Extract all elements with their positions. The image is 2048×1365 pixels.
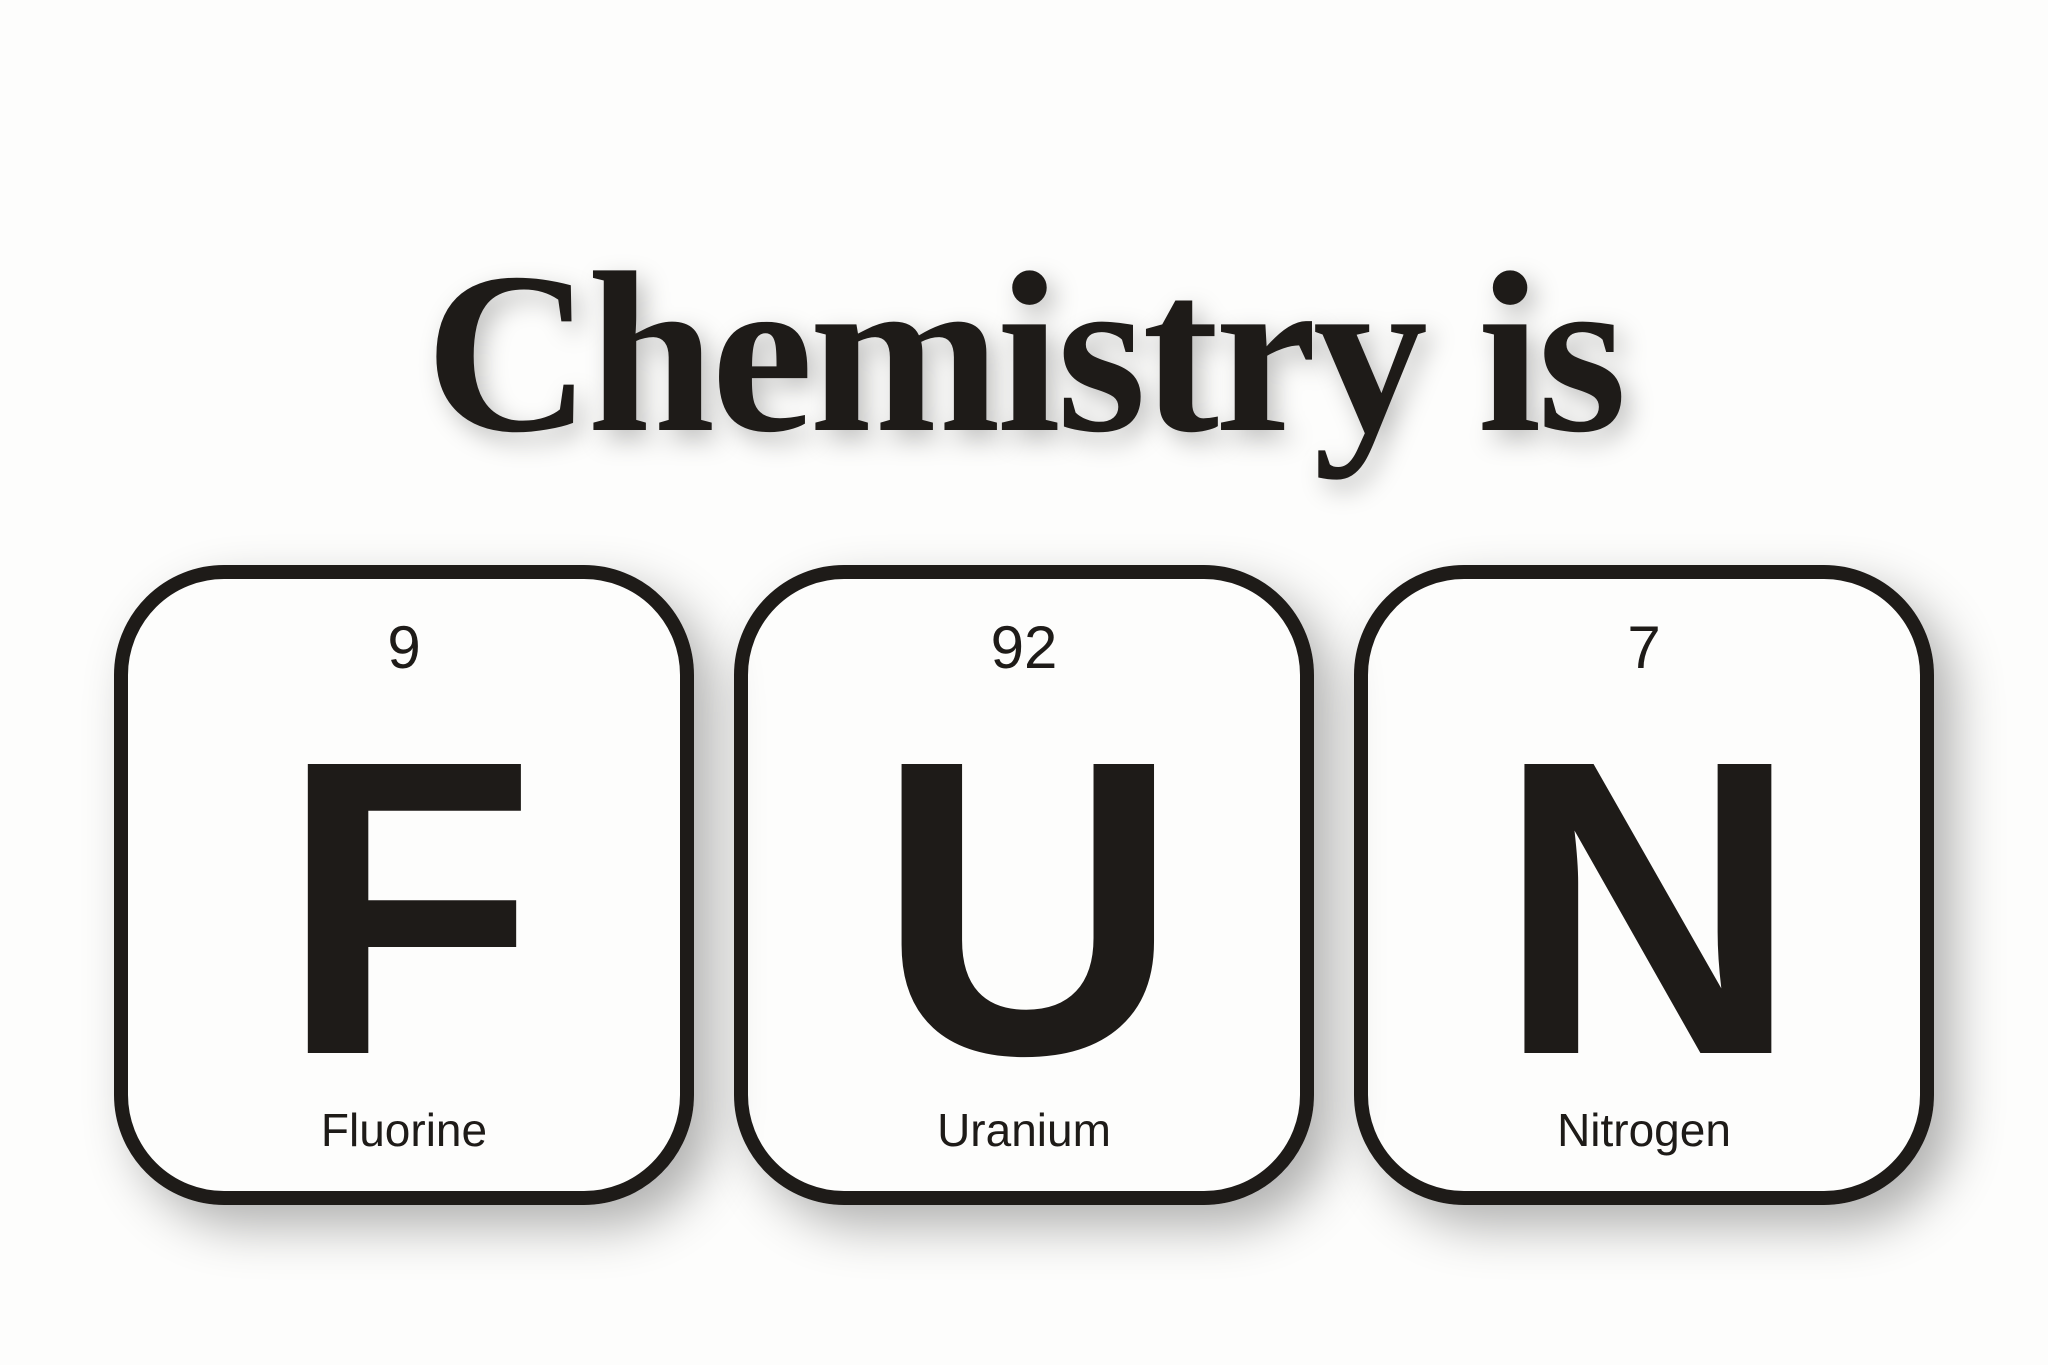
element-symbol: U <box>748 699 1300 1119</box>
element-name: Nitrogen <box>1368 1103 1920 1157</box>
element-tile-row: 9 F Fluorine 92 U Uranium 7 N Nitrogen <box>114 565 1934 1205</box>
atomic-number: 92 <box>748 613 1300 682</box>
element-tile-nitrogen: 7 N Nitrogen <box>1354 565 1934 1205</box>
element-tile-fluorine: 9 F Fluorine <box>114 565 694 1205</box>
element-name: Uranium <box>748 1103 1300 1157</box>
element-name: Fluorine <box>128 1103 680 1157</box>
element-symbol: N <box>1368 699 1920 1119</box>
element-symbol: F <box>128 699 680 1119</box>
atomic-number: 7 <box>1368 613 1920 682</box>
atomic-number: 9 <box>128 613 680 682</box>
heading-text: Chemistry is <box>425 220 1623 485</box>
element-tile-uranium: 92 U Uranium <box>734 565 1314 1205</box>
